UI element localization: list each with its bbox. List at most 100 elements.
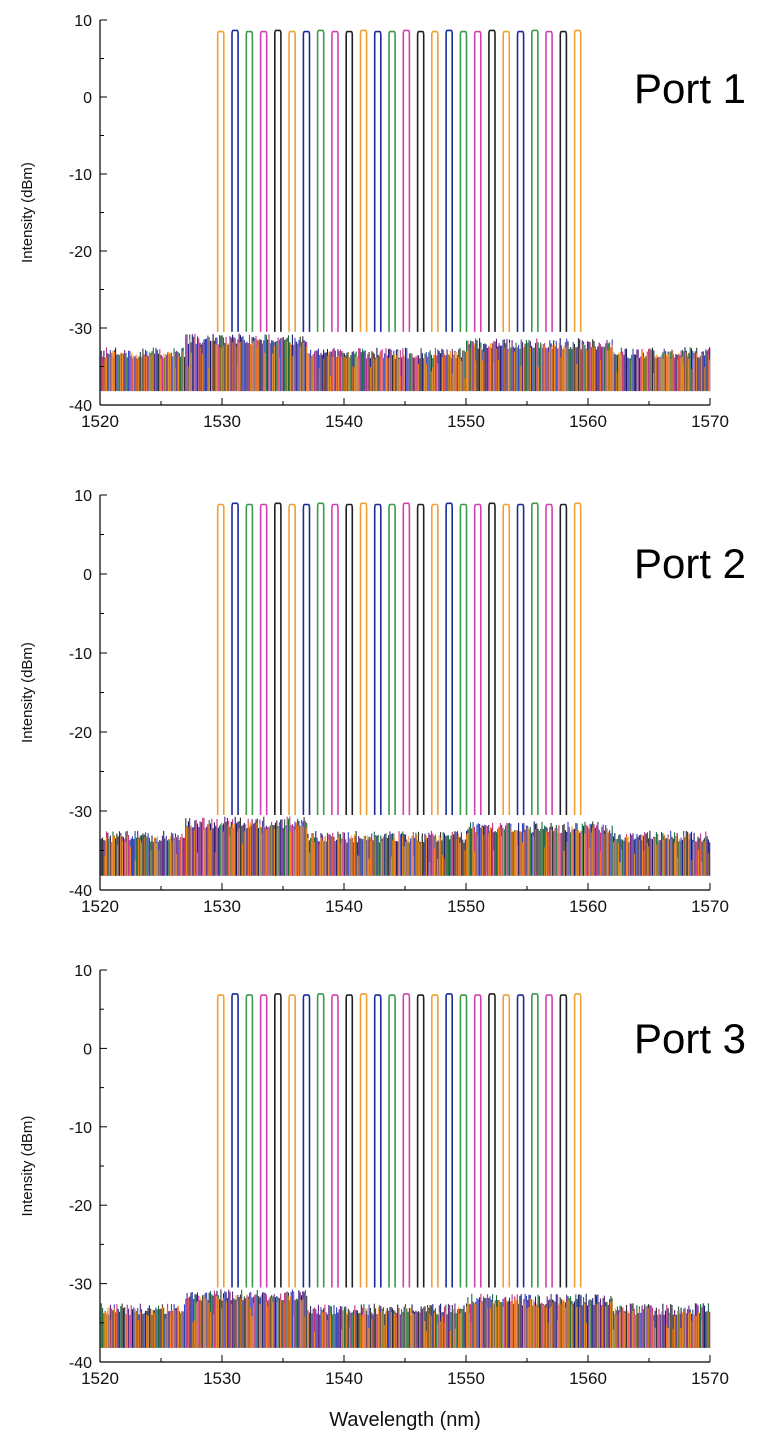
channel-trace (431, 503, 439, 815)
channel-trace (373, 30, 382, 332)
channel-trace (231, 993, 239, 1288)
channel-trace (359, 993, 368, 1288)
channel-trace (316, 29, 325, 332)
channel-trace (531, 502, 539, 815)
channel-trace (245, 503, 254, 815)
channel-trace (274, 29, 282, 332)
channel-trace (431, 30, 439, 332)
x-tick-label: 1560 (569, 1369, 607, 1388)
channel-trace (573, 502, 582, 815)
x-tick-label: 1560 (569, 897, 607, 916)
channel-trace (388, 503, 396, 815)
y-tick-label: -30 (69, 321, 92, 338)
channel-trace (559, 30, 568, 332)
channel-trace (416, 503, 425, 815)
channel-trace (331, 503, 339, 815)
channel-trace (402, 29, 411, 332)
channel-trace (516, 30, 525, 332)
y-tick-label: -20 (69, 725, 92, 742)
channel-trace (531, 993, 539, 1288)
y-tick-label: 0 (83, 567, 92, 584)
channel-trace (316, 502, 325, 815)
channel-trace (402, 502, 411, 815)
channel-trace (345, 503, 354, 815)
x-tick-label: 1520 (81, 897, 119, 916)
x-tick-label: 1570 (691, 1369, 729, 1388)
channel-trace (231, 29, 239, 332)
x-tick-label: 1540 (325, 897, 363, 916)
y-tick-label: -10 (69, 646, 92, 663)
channel-trace (502, 994, 511, 1288)
channel-trace (288, 30, 296, 332)
channel-trace (331, 30, 339, 332)
x-tick-label: 1520 (81, 412, 119, 431)
channel-trace (502, 30, 511, 332)
y-tick-label: -10 (69, 1120, 92, 1137)
channel-traces (216, 993, 582, 1288)
channel-trace (488, 993, 496, 1288)
y-tick-label: -20 (69, 244, 92, 261)
noise-floor-orange (99, 339, 711, 392)
channel-trace (259, 503, 268, 815)
port-title: Port 3 (634, 1015, 746, 1062)
channel-trace (402, 993, 411, 1288)
channel-trace (445, 502, 453, 815)
y-tick-label: -20 (69, 1198, 92, 1215)
noise-floor-orange (104, 1294, 709, 1348)
channel-trace (516, 994, 525, 1288)
channel-trace (345, 994, 354, 1288)
y-axis-label: Intensity (dBm) (19, 162, 36, 263)
channel-trace (488, 29, 496, 332)
channel-trace (216, 994, 225, 1288)
channel-trace (245, 994, 254, 1288)
x-tick-label: 1520 (81, 1369, 119, 1388)
noise-floor-orange (104, 822, 709, 876)
channel-trace (345, 30, 354, 332)
x-tick-label: 1550 (447, 412, 485, 431)
port-title: Port 2 (634, 540, 746, 587)
x-tick-label: 1570 (691, 897, 729, 916)
x-tick-label: 1540 (325, 412, 363, 431)
x-tick-label: 1530 (203, 412, 241, 431)
channel-trace (373, 994, 382, 1288)
y-tick-label: 10 (74, 13, 92, 30)
channel-trace (231, 502, 239, 815)
x-axis-label: Wavelength (nm) (329, 1409, 481, 1431)
channel-trace (502, 503, 511, 815)
channel-trace (573, 993, 582, 1288)
channel-trace (516, 503, 525, 815)
channel-trace (274, 993, 282, 1288)
y-axis-label: Intensity (dBm) (19, 1116, 36, 1217)
y-tick-label: -40 (69, 1355, 92, 1372)
y-tick-label: -10 (69, 167, 92, 184)
x-tick-label: 1570 (691, 412, 729, 431)
channel-traces (216, 502, 582, 815)
y-tick-label: 0 (83, 90, 92, 107)
channel-trace (302, 503, 311, 815)
channel-trace (431, 994, 439, 1288)
y-tick-label: -40 (69, 398, 92, 415)
channel-trace (445, 29, 453, 332)
channel-trace (573, 29, 582, 332)
y-tick-label: 10 (74, 963, 92, 980)
y-tick-label: -30 (69, 1277, 92, 1294)
channel-trace (259, 30, 268, 332)
channel-trace (473, 30, 482, 332)
channel-trace (459, 503, 468, 815)
channel-trace (359, 502, 368, 815)
channel-trace (288, 994, 296, 1288)
channel-trace (545, 503, 553, 815)
channel-trace (416, 994, 425, 1288)
channel-trace (473, 503, 482, 815)
y-tick-label: 10 (74, 488, 92, 505)
x-tick-label: 1530 (203, 1369, 241, 1388)
channel-trace (459, 30, 468, 332)
channel-trace (302, 994, 311, 1288)
channel-trace (302, 30, 311, 332)
channel-trace (559, 994, 568, 1288)
